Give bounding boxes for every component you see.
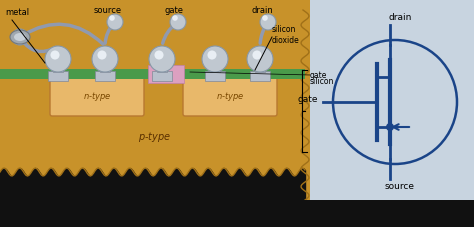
Bar bbox=[100, 64, 110, 72]
Ellipse shape bbox=[10, 30, 30, 44]
Circle shape bbox=[14, 30, 20, 36]
Circle shape bbox=[12, 29, 28, 45]
Bar bbox=[157, 64, 167, 72]
Circle shape bbox=[109, 15, 115, 21]
Bar bbox=[152, 71, 172, 81]
Text: $n$-type: $n$-type bbox=[216, 90, 244, 103]
Text: gate: gate bbox=[310, 71, 328, 79]
FancyBboxPatch shape bbox=[183, 77, 277, 116]
Circle shape bbox=[386, 123, 394, 131]
Text: silicon
dioxide: silicon dioxide bbox=[272, 25, 300, 45]
Bar bbox=[255, 64, 265, 72]
Bar bbox=[205, 71, 225, 81]
Circle shape bbox=[260, 14, 276, 30]
Text: drain: drain bbox=[388, 13, 412, 22]
FancyBboxPatch shape bbox=[50, 77, 144, 116]
Text: drain: drain bbox=[251, 6, 273, 15]
Circle shape bbox=[170, 14, 186, 30]
Bar bbox=[210, 64, 220, 72]
Text: silicon: silicon bbox=[310, 77, 334, 86]
Text: $p$-type: $p$-type bbox=[138, 130, 172, 144]
Circle shape bbox=[172, 15, 178, 21]
Bar bbox=[250, 71, 270, 81]
Text: metal: metal bbox=[5, 8, 29, 17]
Text: $n$-type: $n$-type bbox=[82, 90, 111, 103]
Text: gate: gate bbox=[298, 94, 318, 104]
Bar bbox=[48, 71, 68, 81]
Circle shape bbox=[155, 50, 164, 59]
Text: gate: gate bbox=[164, 6, 183, 15]
Bar bbox=[0, 69, 305, 79]
Circle shape bbox=[262, 15, 268, 21]
Circle shape bbox=[98, 50, 107, 59]
Circle shape bbox=[107, 14, 123, 30]
Circle shape bbox=[149, 46, 175, 72]
Ellipse shape bbox=[14, 33, 26, 41]
Circle shape bbox=[50, 50, 60, 59]
Circle shape bbox=[208, 50, 217, 59]
Circle shape bbox=[45, 46, 71, 72]
Bar bbox=[0, 0, 310, 200]
Circle shape bbox=[247, 46, 273, 72]
Circle shape bbox=[202, 46, 228, 72]
Bar bbox=[310, 0, 474, 200]
Text: source: source bbox=[94, 6, 122, 15]
Circle shape bbox=[253, 50, 262, 59]
Bar bbox=[0, 200, 474, 227]
Circle shape bbox=[92, 46, 118, 72]
Bar bbox=[148, 65, 184, 83]
Text: source: source bbox=[385, 182, 415, 191]
Bar bbox=[53, 64, 63, 72]
Bar bbox=[95, 71, 115, 81]
